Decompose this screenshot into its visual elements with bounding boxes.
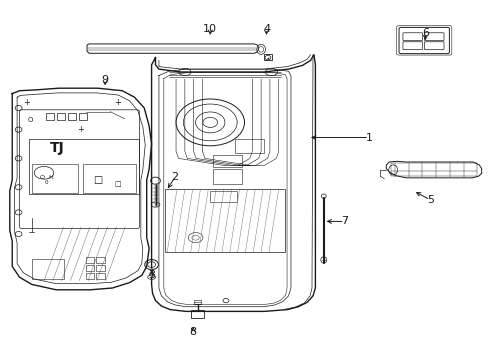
- Bar: [193, 300, 201, 304]
- Text: 5: 5: [426, 195, 433, 205]
- Bar: [57, 113, 65, 120]
- Text: 4: 4: [263, 24, 269, 34]
- Bar: [32, 164, 78, 193]
- Bar: [390, 163, 476, 176]
- Bar: [68, 113, 76, 120]
- Text: 2: 2: [171, 172, 178, 182]
- Bar: [85, 265, 94, 271]
- Bar: [85, 273, 94, 279]
- Text: 0: 0: [44, 180, 48, 185]
- Text: □: □: [93, 175, 102, 185]
- Bar: [32, 259, 63, 279]
- Text: 7: 7: [341, 216, 347, 226]
- Bar: [210, 191, 237, 202]
- Bar: [165, 189, 285, 252]
- Text: 8: 8: [189, 327, 196, 337]
- Bar: [96, 265, 105, 271]
- Bar: [79, 113, 86, 120]
- Bar: [96, 273, 105, 279]
- Text: 6: 6: [421, 28, 428, 38]
- Text: +: +: [77, 125, 84, 134]
- Text: 1: 1: [365, 132, 372, 143]
- Text: O  H: O H: [40, 175, 53, 180]
- Bar: [46, 113, 54, 120]
- Text: +: +: [114, 98, 121, 107]
- Bar: [264, 54, 271, 60]
- Bar: [212, 169, 242, 184]
- Text: □: □: [114, 181, 121, 186]
- Text: +: +: [23, 98, 30, 107]
- Text: TJ: TJ: [50, 141, 65, 154]
- Text: 10: 10: [203, 24, 217, 34]
- Bar: [212, 155, 242, 167]
- Bar: [234, 139, 264, 153]
- Bar: [190, 310, 204, 318]
- Text: 3: 3: [148, 270, 155, 280]
- Text: 9: 9: [102, 75, 108, 85]
- Bar: [29, 139, 139, 194]
- Bar: [85, 257, 94, 263]
- Bar: [83, 164, 136, 193]
- Text: O: O: [28, 117, 33, 122]
- Bar: [96, 257, 105, 263]
